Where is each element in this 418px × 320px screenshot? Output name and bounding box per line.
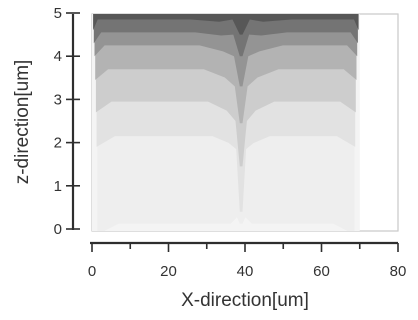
y-tick-label: 1 — [54, 178, 62, 195]
y-tick-label: 2 — [54, 135, 62, 152]
x-tick-label: 40 — [237, 263, 254, 280]
x-tick-label: 20 — [160, 263, 177, 280]
x-tick-label: 80 — [390, 263, 407, 280]
contour-band-level-6 — [93, 14, 358, 57]
y-axis-label: z-direction[um] — [12, 60, 33, 185]
y-tick-label: 5 — [54, 5, 62, 22]
x-axis-ticks: 0 20 40 60 80 — [88, 243, 407, 280]
contour-band-level-7 — [93, 14, 359, 35]
y-tick-label: 4 — [54, 48, 62, 65]
x-tick-label: 0 — [88, 263, 96, 280]
y-tick-label: 0 — [54, 221, 62, 238]
y-axis-ticks: 0 1 2 3 4 5 — [54, 5, 80, 238]
y-tick-label: 3 — [54, 91, 62, 108]
x-tick-label: 60 — [313, 263, 330, 280]
axes — [71, 14, 398, 245]
x-axis-label: X-direction[um] — [181, 290, 309, 311]
contour-field — [92, 14, 360, 231]
